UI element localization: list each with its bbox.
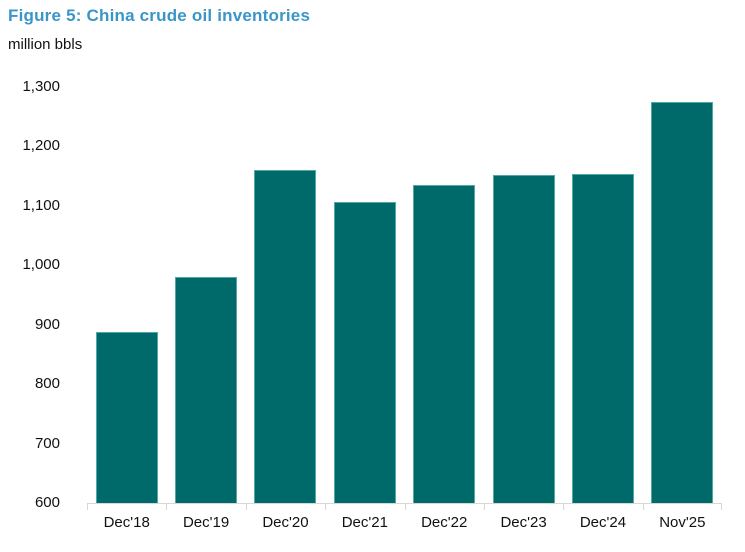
y-axis-tick-label: 1,000: [22, 256, 60, 274]
y-axis-tick-label: 1,100: [22, 196, 60, 214]
x-axis-tick-labels: Dec'18 Dec'19 Dec'20 Dec'21 Dec'22 Dec'23 Dec'…: [87, 512, 722, 534]
bar-Dec'24: [571, 174, 634, 503]
bar-Nov'25: [651, 102, 714, 503]
y-axis-units-label: million bbls: [8, 36, 83, 53]
x-axis-tick-label: Dec'19: [182, 514, 230, 531]
y-axis-tick-label: 1,300: [22, 78, 60, 95]
x-axis-tick: [405, 503, 406, 510]
x-axis-tick-label: Dec'22: [421, 514, 468, 531]
y-axis-tick-label: 800: [34, 375, 60, 393]
x-axis-tick-label: Dec'20: [262, 514, 309, 531]
x-axis-tick-label: Dec'21: [341, 514, 388, 531]
figure-title: Figure 5: China crude oil inventories: [8, 6, 311, 25]
x-axis-tick: [87, 503, 88, 510]
x-axis-tick: [246, 503, 247, 510]
bar-Dec'19: [175, 277, 238, 503]
x-axis-tick: [721, 503, 722, 510]
bar-Dec'20: [254, 170, 317, 503]
y-axis-tick-label: 900: [34, 315, 60, 333]
y-axis-tick-labels: 600 700 800 900 1,000 1,100 1,200 1,300: [0, 78, 60, 511]
bar-Dec'22: [413, 185, 476, 503]
bar-Dec'18: [95, 332, 158, 503]
x-axis-tick: [325, 503, 326, 510]
x-axis-tick: [166, 503, 167, 510]
x-axis-tick-label: Dec'24: [579, 514, 627, 531]
x-axis-tick-label: Nov'25: [659, 514, 706, 531]
x-axis-tick-label: Dec'23: [500, 514, 547, 531]
y-axis-tick-label: 700: [34, 434, 60, 452]
y-axis-tick-label: 1,200: [22, 137, 60, 155]
y-axis-tick-label: 600: [34, 494, 60, 511]
bar-Dec'21: [333, 202, 396, 503]
x-axis-tick: [563, 503, 564, 510]
x-axis-tick: [484, 503, 485, 510]
x-axis-tick-label: Dec'18: [103, 514, 150, 531]
bar-Dec'23: [492, 175, 555, 503]
x-axis-tick: [643, 503, 644, 510]
plot-area: [87, 87, 722, 510]
